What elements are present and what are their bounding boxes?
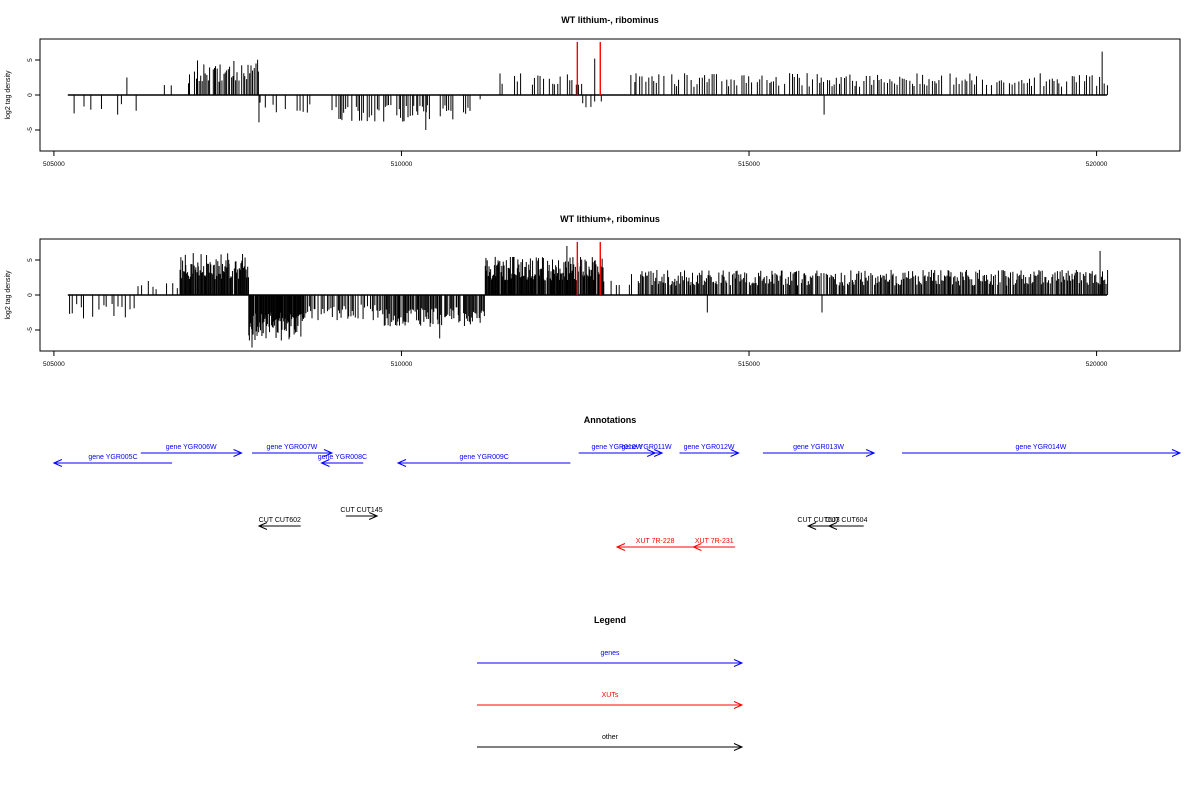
legend: Legend genes XUTs other [477,615,744,751]
arrow-head-icon [865,449,876,457]
arrow-head-icon [257,522,268,530]
y-tick-label: 5 [27,58,34,62]
feature-gene: gene YGR008C [318,454,367,467]
feature-xut: XUT 7R-228 [615,538,694,551]
legend-item-xut: XUTs [477,692,744,709]
feature-label: gene YGR005C [88,454,137,461]
feature-label: gene YGR008C [318,454,367,461]
feature-gene: gene YGR007W [252,444,334,457]
arrow-head-icon [52,459,63,467]
arrow-head-icon [827,522,838,530]
arrow-head-icon [730,449,740,457]
y-tick-label: -5 [27,127,34,133]
arrow-head-icon [1171,449,1182,457]
annotations-title: Annotations [584,415,637,425]
highlight-markers [576,42,601,95]
highlight-markers [576,242,601,295]
feature-label: gene YGR011W [621,444,672,451]
legend-label: genes [600,650,620,657]
feature-gene: gene YGR011W [621,444,672,457]
legend-label: XUTs [602,692,619,699]
x-tick-label: 510000 [391,161,413,168]
feature-gene: gene YGR012W [679,444,740,457]
arrow-head-icon [733,743,744,751]
feature-label: gene YGR006W [166,444,217,451]
y-axis: -5 0 5 [27,258,40,333]
y-tick-label: 5 [27,258,34,262]
panel-title: WT lithium+, ribominus [560,214,660,224]
feature-label: XUT 7R-228 [636,538,675,545]
legend-item-other: other [477,734,744,751]
feature-other: CUT CUT145 [340,507,383,520]
x-axis: 505000 510000 515000 520000 [43,151,1108,168]
arrow-head-icon [806,522,817,530]
x-tick-label: 520000 [1086,161,1108,168]
arrow-head-icon [323,449,334,457]
legend-label: other [602,734,619,741]
feature-label: gene YGR007W [267,444,318,451]
feature-gene: gene YGR006W [140,444,243,457]
y-axis-label: log2 tag density [5,70,12,120]
arrow-head-icon [320,459,330,467]
arrow-head-icon [368,512,379,520]
feature-gene: gene YGR013W [762,444,876,457]
annotations-panel: Annotations gene YGR005C gene YGR006W gene… [52,415,1182,551]
x-tick-label: 505000 [43,361,65,368]
panel-title: WT lithium-, ribominus [561,15,659,25]
bar-series [67,51,1108,130]
x-axis: 505000 510000 515000 520000 [43,351,1108,368]
legend-items: genes XUTs other [477,650,744,751]
legend-title: Legend [594,615,626,625]
y-tick-label: -5 [27,327,34,333]
feature-gene: gene YGR005C [52,454,173,467]
x-tick-label: 515000 [738,161,760,168]
y-axis: -5 0 5 [27,58,40,133]
y-tick-label: 0 [27,293,34,297]
feature-label: CUT CUT603 [797,517,839,524]
arrow-head-icon [396,459,407,467]
feature-label: CUT CUT604 [825,517,867,524]
feature-gene: gene YGR014W [901,444,1182,457]
y-tick-label: 0 [27,93,34,97]
feature-gene: gene YGR009C [396,454,571,467]
feature-label: gene YGR010W [592,444,643,451]
feature-label: gene YGR009C [460,454,509,461]
feature-label: CUT CUT145 [340,507,382,514]
x-tick-label: 505000 [43,161,65,168]
track-panel-lithium-minus: WT lithium-, ribominus log2 tag density … [5,15,1181,168]
legend-item-gene: genes [477,650,744,667]
arrow-head-icon [692,543,702,551]
feature-label: gene YGR012W [684,444,735,451]
feature-other: CUT CUT604 [825,517,868,530]
arrow-head-icon [233,449,243,457]
y-axis-label: log2 tag density [5,270,12,320]
arrow-head-icon [653,449,664,457]
feature-other: CUT CUT602 [257,517,301,530]
feature-other: CUT CUT603 [797,517,840,530]
x-tick-label: 510000 [391,361,413,368]
arrow-head-icon [733,701,744,709]
x-tick-label: 515000 [738,361,760,368]
arrow-head-icon [615,543,626,551]
feature-label: gene YGR013W [793,444,844,451]
feature-label: CUT CUT602 [259,517,301,524]
feature-label: gene YGR014W [1016,444,1067,451]
arrow-head-icon [733,659,744,667]
feature-label: XUT 7R-231 [695,538,734,545]
bar-series [67,246,1109,348]
x-tick-label: 520000 [1086,361,1108,368]
feature-xut: XUT 7R-231 [692,538,736,551]
track-panel-lithium-plus: WT lithium+, ribominus log2 tag density … [5,214,1181,368]
